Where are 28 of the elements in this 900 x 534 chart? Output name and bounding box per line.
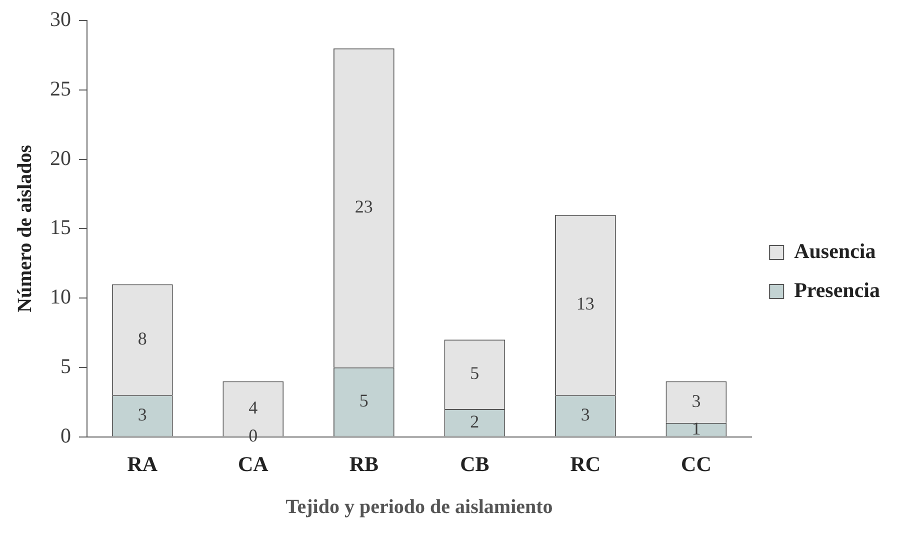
data-label: 8	[138, 328, 147, 348]
x-tick-label: CA	[238, 452, 270, 476]
data-label: 3	[692, 390, 701, 411]
x-tick-label: RA	[127, 452, 158, 476]
legend-label: Ausencia	[794, 238, 876, 263]
data-label: 23	[354, 196, 373, 217]
y-tick-label: 25	[50, 76, 71, 100]
data-label: 2	[470, 411, 480, 432]
x-tick-label: RB	[349, 452, 379, 476]
data-label: 4	[248, 398, 258, 418]
y-tick-label: 5	[60, 354, 71, 378]
y-tick-label: 15	[50, 215, 71, 240]
data-label: 1	[692, 418, 701, 438]
y-tick-label: 10	[50, 284, 71, 309]
y-tick-label: 0	[60, 423, 71, 448]
y-tick-label: 20	[50, 146, 71, 170]
y-axis-title: Número de aislados	[14, 144, 36, 312]
data-label: 5	[359, 390, 368, 411]
legend-label: Presencia	[794, 278, 880, 302]
data-label: 5	[470, 363, 480, 384]
x-tick-label: CB	[460, 452, 490, 476]
data-label: 3	[138, 404, 147, 424]
data-label: 3	[580, 404, 590, 424]
x-tick-label: RC	[570, 452, 601, 476]
y-tick-label: 30	[50, 7, 71, 32]
data-label: 13	[576, 294, 594, 314]
x-axis-title: Tejido y periodo de aislamiento	[286, 496, 553, 518]
x-tick-label: CC	[681, 452, 712, 476]
